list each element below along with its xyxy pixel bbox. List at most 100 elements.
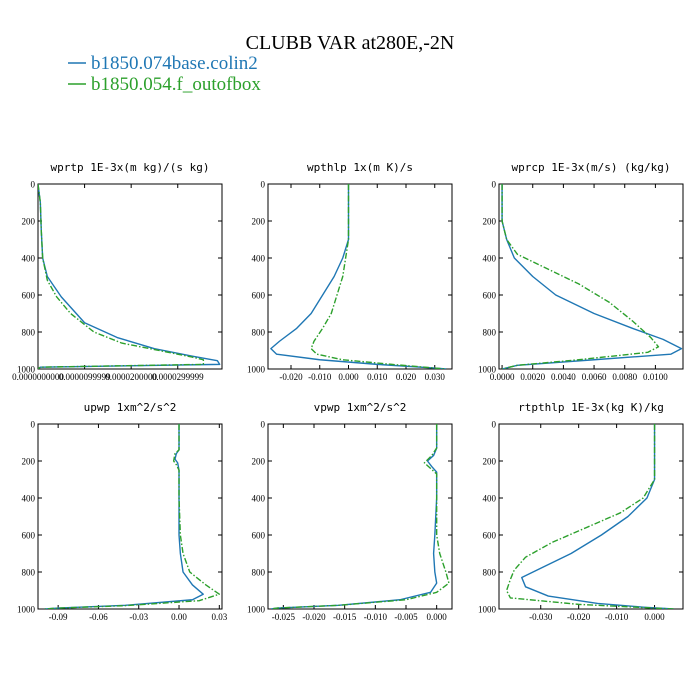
y-tick-label: 400 [22,254,36,264]
legend: b1850.074base.colin2 b1850.054.f_outofbo… [68,53,261,95]
legend-label-series-2: b1850.054.f_outofbox [91,74,261,95]
y-tick-label: 1000 [17,605,36,615]
panels: wprtp 1E-3x(m kg)/(s kg) 0 200 400 600 800 100… [12,161,684,622]
y-tick-label: 200 [252,457,266,467]
y-tick-label: 200 [22,457,36,467]
series-line-2 [505,424,674,609]
series-line-1 [270,184,447,369]
x-tick-label: -0.025 [272,612,296,622]
plot-frame [37,183,223,370]
y-tick-label: 0 [31,420,36,430]
panel-4: upwp 1xm^2/s^2 0 200 400 600 800 1000 -0.09 -0.0… [17,401,228,622]
y-tick-label: 800 [252,328,266,338]
x-tick-label: 0.0000299999 [152,372,204,382]
x-tick-label: 0.0000099999 [59,372,111,382]
panel-title: wpthlp 1x(m K)/s [307,161,413,174]
y-tick-label: 600 [483,291,497,301]
y-tick-label: 400 [252,254,266,264]
y-tick-label: 200 [252,217,266,227]
y-tick-label: 600 [22,291,36,301]
x-tick-label: -0.015 [333,612,357,622]
y-tick-label: 0 [492,180,497,190]
panel-title: vpwp 1xm^2/s^2 [314,401,407,414]
x-tick-label: 0.0020 [520,372,545,382]
x-tick-label: -0.06 [89,612,108,622]
series-line-1 [38,184,221,369]
panel-3: wprcp 1E-3x(m/s) (kg/kg) 0 200 400 600 800 100… [478,161,684,382]
x-tick-label: 0.000 [338,372,359,382]
y-tick-label: 800 [22,328,36,338]
y-tick-label: 800 [252,568,266,578]
x-tick-label: 0.0080 [612,372,637,382]
panel-title: upwp 1xm^2/s^2 [84,401,177,414]
x-tick-label: -0.020 [567,612,591,622]
plot-frame [37,423,223,610]
series-line-2 [38,184,205,369]
x-tick-label: 0.00 [171,612,187,622]
x-tick-label: 0.000 [427,612,448,622]
figure-title: CLUBB VAR at280E,-2N [246,32,455,54]
x-tick-label: -0.010 [308,372,332,382]
x-tick-label: -0.020 [279,372,303,382]
x-tick-label: 0.010 [367,372,388,382]
y-tick-label: 0 [31,180,36,190]
plot-frame [267,423,453,610]
x-tick-label: 0.03 [211,612,227,622]
legend-label-series-1: b1850.074base.colin2 [91,53,258,74]
y-tick-label: 400 [483,254,497,264]
series-line-1 [44,424,204,609]
plot-frame [267,183,453,370]
series-line-1 [501,184,683,369]
x-tick-label: -0.010 [605,612,629,622]
y-tick-label: 600 [252,531,266,541]
y-tick-label: 1000 [478,605,497,615]
x-tick-label: 0.0100 [643,372,668,382]
plot-frame [498,423,684,610]
y-tick-label: 800 [483,328,497,338]
y-tick-label: 200 [22,217,36,227]
series-line-1 [521,424,674,609]
x-tick-label: -0.020 [302,612,326,622]
panel-title: wprtp 1E-3x(m kg)/(s kg) [51,161,210,174]
plot-frame [498,183,684,370]
x-tick-label: -0.030 [529,612,553,622]
series-line-2 [501,184,660,369]
x-tick-label: 0.030 [425,372,446,382]
x-tick-label: 0.0040 [551,372,576,382]
panel-1: wprtp 1E-3x(m kg)/(s kg) 0 200 400 600 800 100… [12,161,223,382]
x-tick-label: 0.0000200000 [105,372,157,382]
y-tick-label: 200 [483,457,497,467]
y-tick-label: 0 [261,180,266,190]
series-line-2 [270,424,450,609]
y-tick-label: 800 [483,568,497,578]
panel-title: rtpthlp 1E-3x(kg K)/kg [518,401,664,414]
x-tick-label: 0.0060 [582,372,607,382]
y-tick-label: 600 [22,531,36,541]
y-tick-label: 800 [22,568,36,578]
y-tick-label: 0 [492,420,497,430]
panel-6: rtpthlp 1E-3x(kg K)/kg 0 200 400 600 800 1000 -… [478,401,684,622]
x-tick-label: 0.000 [644,612,665,622]
series-line-2 [44,424,221,609]
x-tick-label: 0.020 [396,372,417,382]
y-tick-label: 600 [483,531,497,541]
panel-2: wpthlp 1x(m K)/s 0 200 400 600 800 1000 -0.020-… [247,161,453,382]
y-tick-label: 400 [483,494,497,504]
series-line-1 [270,424,438,609]
y-tick-label: 1000 [247,605,266,615]
y-tick-label: 200 [483,217,497,227]
y-tick-label: 0 [261,420,266,430]
y-tick-label: 600 [252,291,266,301]
series-line-2 [310,184,447,369]
x-tick-label: -0.09 [49,612,68,622]
x-tick-label: 0.0000 [490,372,515,382]
panel-5: vpwp 1xm^2/s^2 0 200 400 600 800 1000 -0.025 -0.… [247,401,453,622]
y-tick-label: 400 [252,494,266,504]
y-tick-label: 1000 [17,365,36,375]
x-tick-label: -0.03 [129,612,148,622]
x-tick-label: -0.010 [364,612,388,622]
y-tick-label: 1000 [478,365,497,375]
x-tick-label: -0.005 [394,612,418,622]
x-tick-label: 0.0000000000 [12,372,64,382]
